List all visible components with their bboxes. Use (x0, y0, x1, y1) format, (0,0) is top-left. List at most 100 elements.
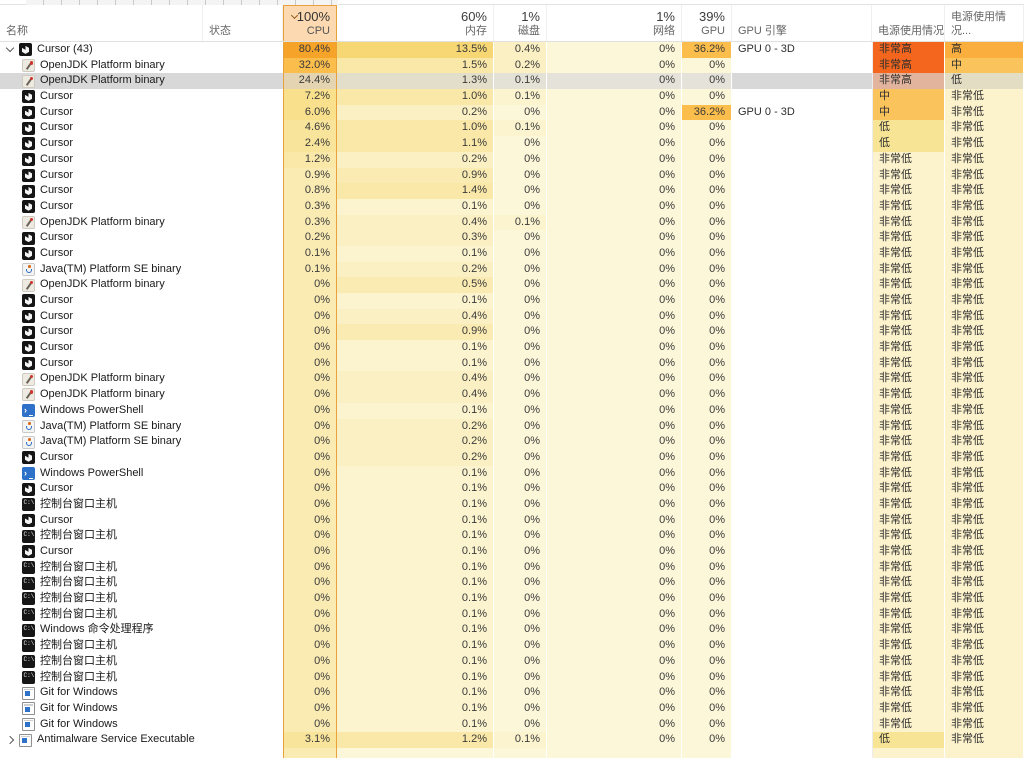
gpu-cell: 0% (682, 214, 732, 231)
expand-chevron-icon[interactable] (5, 735, 15, 745)
process-row[interactable]: › Windows PowerShell 0% 0.1% 0% 0% 0% 非常低 非常低 (0, 465, 1024, 482)
process-name-cell: Cursor (0, 481, 203, 497)
power-cell: 非常低 (872, 465, 945, 482)
column-header-gpu_engine[interactable]: GPU 引擎 (732, 5, 872, 41)
process-row[interactable]: Cursor 0% 0.1% 0% 0% 0% 非常低 非常低 (0, 544, 1024, 560)
cpu-cell: 0% (283, 606, 337, 623)
gpu-engine-cell (732, 120, 872, 136)
process-row[interactable]: OpenJDK Platform binary 0% 0.5% 0% 0% 0% 非常低 非常… (0, 277, 1024, 293)
gpu-cell: 0% (682, 324, 732, 341)
disk-cell: 0.4% (494, 42, 547, 58)
process-row[interactable]: Cursor 0.1% 0.1% 0% 0% 0% 非常低 非常低 (0, 245, 1024, 262)
process-name: Cursor (40, 184, 74, 197)
column-header-cpu[interactable]: 100% CPU (283, 5, 337, 41)
gpu-engine-cell (732, 528, 872, 544)
cursor-icon (22, 200, 35, 214)
process-row[interactable]: Cursor 0% 0.1% 0% 0% 0% 非常低 非常低 (0, 340, 1024, 356)
cpu-cell: 0% (283, 544, 337, 560)
cpu-cell: 0% (283, 324, 337, 341)
process-row[interactable]: Cursor 0.9% 0.9% 0% 0% 0% 非常低 非常低 (0, 167, 1024, 184)
process-row[interactable]: Java(TM) Platform SE binary 0% 0.2% 0% 0% 0% 非… (0, 434, 1024, 450)
process-row[interactable]: Cursor (43) 80.4% 13.5% 0.4% 0% 36.2% GPU 0 - … (0, 42, 1024, 58)
process-row[interactable]: OpenJDK Platform binary 0.3% 0.4% 0.1% 0% 0% 非… (0, 214, 1024, 231)
process-row[interactable]: C:\ Windows 命令处理程序 0% 0.1% 0% 0% 0% 非常低 非常低 (0, 622, 1024, 639)
process-row[interactable]: Cursor 0% 0.1% 0% 0% 0% 非常低 非常低 (0, 512, 1024, 529)
process-row[interactable]: › Windows PowerShell 0% 0.1% 0% 0% 0% 非常低 非常低 (0, 402, 1024, 419)
column-header-network[interactable]: 1% 网络 (547, 5, 682, 41)
window-icon (22, 702, 35, 716)
memory-cell: 1.4% (337, 183, 494, 199)
gpu-cell: 0% (682, 528, 732, 544)
process-row[interactable]: C:\ 控制台窗口主机 0% 0.1% 0% 0% 0% 非常低 非常低 (0, 653, 1024, 670)
process-row[interactable]: Java(TM) Platform SE binary 0% 0.2% 0% 0% 0% 非… (0, 418, 1024, 435)
process-row[interactable]: Cursor 0.2% 0.3% 0% 0% 0% 非常低 非常低 (0, 230, 1024, 246)
gpu-cell: 0% (682, 622, 732, 639)
java-icon (22, 435, 35, 449)
window-icon (19, 733, 32, 747)
process-row[interactable]: C:\ 控制台窗口主机 0% 0.1% 0% 0% 0% 非常低 非常低 (0, 575, 1024, 592)
process-row[interactable]: Cursor 2.4% 1.1% 0% 0% 0% 低非常低 (0, 136, 1024, 152)
process-row[interactable]: Cursor 0% 0.4% 0% 0% 0% 非常低 非常低 (0, 308, 1024, 325)
status-cell (203, 277, 283, 293)
process-row[interactable]: Git for Windows 0% 0.1% 0% 0% 0% 非常低 非常低 (0, 716, 1024, 733)
network-cell: 0% (547, 465, 682, 482)
process-name: Java(TM) Platform SE binary (40, 435, 182, 448)
disk-cell: 0.1% (494, 732, 547, 748)
cpu-cell: 0.2% (283, 230, 337, 246)
process-row[interactable]: OpenJDK Platform binary 32.0% 1.5% 0.2% 0% 0%… (0, 57, 1024, 74)
process-row[interactable]: C:\ 控制台窗口主机 0% 0.1% 0% 0% 0% 非常低 非常低 (0, 669, 1024, 686)
gpu-engine-cell (732, 371, 872, 387)
process-row[interactable]: C:\ 控制台窗口主机 0% 0.1% 0% 0% 0% 非常低 非常低 (0, 559, 1024, 576)
process-row[interactable]: Cursor 1.2% 0.2% 0% 0% 0% 非常低 非常低 (0, 151, 1024, 168)
column-header-status[interactable]: 状态 (203, 5, 283, 41)
process-row[interactable]: OpenJDK Platform binary 0% 0.4% 0% 0% 0% 非常低 非常… (0, 387, 1024, 403)
process-row[interactable]: Cursor 4.6% 1.0% 0.1% 0% 0% 低非常低 (0, 120, 1024, 137)
process-row[interactable]: Cursor 7.2% 1.0% 0.1% 0% 0% 中非常低 (0, 89, 1024, 105)
empty-memory-cell (337, 747, 494, 758)
process-row[interactable]: Cursor 0% 0.2% 0% 0% 0% 非常低 非常低 (0, 449, 1024, 466)
process-row[interactable]: C:\ 控制台窗口主机 0% 0.1% 0% 0% 0% 非常低 非常低 (0, 528, 1024, 544)
process-row[interactable]: OpenJDK Platform binary 0% 0.4% 0% 0% 0% 非常低 非常… (0, 371, 1024, 388)
process-name: Cursor (40, 137, 74, 150)
column-label: 电源使用情况 (878, 25, 944, 37)
column-header-power_trend[interactable]: 电源使用情况... (945, 5, 1024, 41)
power-trend-cell: 非常低 (945, 685, 1024, 701)
process-row[interactable]: Cursor 0% 0.1% 0% 0% 0% 非常低 非常低 (0, 481, 1024, 497)
power-cell: 非常低 (872, 387, 945, 403)
process-row[interactable]: Cursor 0.3% 0.1% 0% 0% 0% 非常低 非常低 (0, 198, 1024, 215)
process-row[interactable]: Git for Windows 0% 0.1% 0% 0% 0% 非常低 非常低 (0, 700, 1024, 717)
collapse-chevron-icon[interactable] (5, 44, 15, 53)
process-row[interactable]: Cursor 0% 0.1% 0% 0% 0% 非常低 非常低 (0, 293, 1024, 309)
empty-power-cell (872, 747, 945, 758)
empty-network-cell (547, 747, 682, 758)
process-row[interactable]: Java(TM) Platform SE binary 0.1% 0.2% 0% 0% 0… (0, 261, 1024, 278)
cursor-icon (22, 168, 35, 182)
memory-cell: 0.1% (337, 245, 494, 262)
column-header-gpu[interactable]: 39% GPU (682, 5, 732, 41)
console-icon: C:\ (22, 623, 35, 637)
process-row[interactable]: C:\ 控制台窗口主机 0% 0.1% 0% 0% 0% 非常低 非常低 (0, 496, 1024, 513)
column-total-memory: 60% (460, 9, 487, 24)
process-row[interactable]: C:\ 控制台窗口主机 0% 0.1% 0% 0% 0% 非常低 非常低 (0, 638, 1024, 654)
tab-strip[interactable] (0, 0, 1024, 5)
process-row[interactable]: C:\ 控制台窗口主机 0% 0.1% 0% 0% 0% 非常低 非常低 (0, 591, 1024, 607)
column-header-power[interactable]: 电源使用情况 (872, 5, 945, 41)
process-name: Cursor (40, 168, 74, 181)
process-row[interactable]: Cursor 0.8% 1.4% 0% 0% 0% 非常低 非常低 (0, 183, 1024, 199)
column-header-memory[interactable]: 60% 内存 (337, 5, 494, 41)
column-header-name[interactable]: 名称 (0, 5, 203, 41)
process-row[interactable]: Git for Windows 0% 0.1% 0% 0% 0% 非常低 非常低 (0, 685, 1024, 701)
process-row[interactable]: Cursor 0% 0.9% 0% 0% 0% 非常低 非常低 (0, 324, 1024, 341)
power-cell: 非常低 (872, 685, 945, 701)
memory-cell: 1.5% (337, 57, 494, 74)
power-trend-cell: 低 (945, 73, 1024, 90)
process-row[interactable]: Antimalware Service Executable 3.1% 1.2% 0.… (0, 732, 1024, 748)
power-trend-cell: 高 (945, 42, 1024, 58)
console-icon: C:\ (22, 608, 35, 622)
process-row[interactable]: C:\ 控制台窗口主机 0% 0.1% 0% 0% 0% 非常低 非常低 (0, 606, 1024, 623)
process-row[interactable]: Cursor 6.0% 0.2% 0% 0% 36.2% GPU 0 - 3D 中非常低 (0, 104, 1024, 121)
process-row[interactable]: Cursor 0% 0.1% 0% 0% 0% 非常低 非常低 (0, 355, 1024, 372)
openjdk-icon (22, 278, 35, 292)
column-header-disk[interactable]: 1% 磁盘 (494, 5, 547, 41)
process-row[interactable]: OpenJDK Platform binary 24.4% 1.3% 0.1% 0% 0%… (0, 73, 1024, 90)
